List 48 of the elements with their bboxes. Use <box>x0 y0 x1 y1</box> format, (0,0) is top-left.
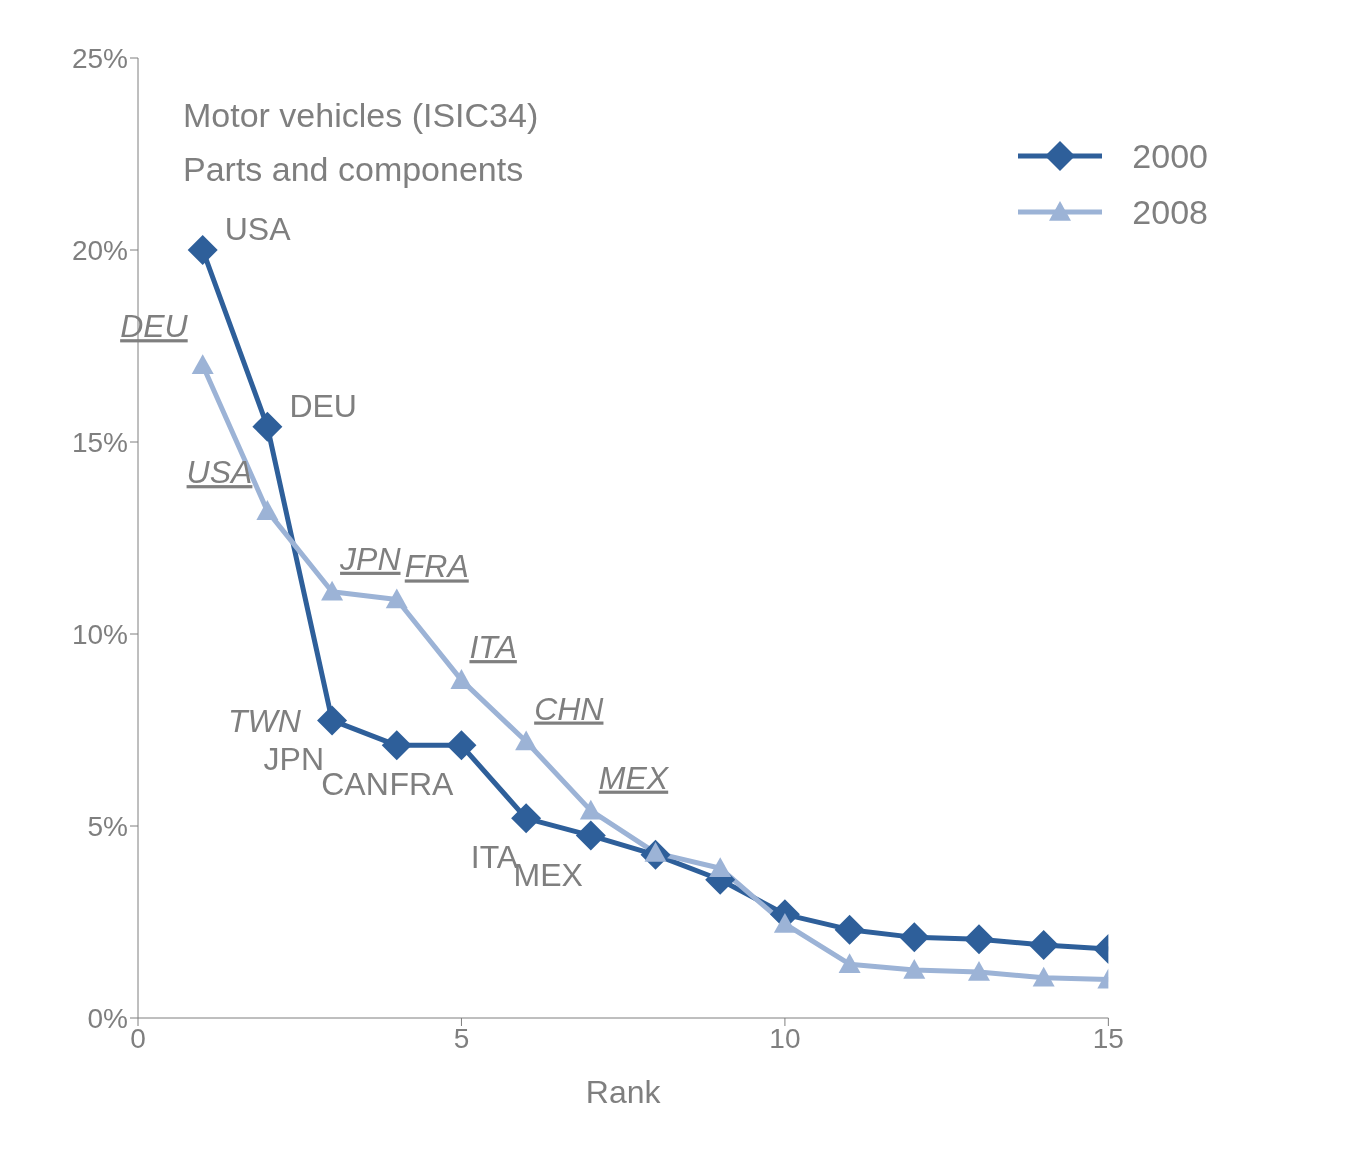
annotation: DEU <box>289 387 357 424</box>
point <box>317 705 348 736</box>
point <box>256 500 279 520</box>
y-tick-label: 0% <box>87 1002 128 1034</box>
point <box>450 669 473 689</box>
text: Parts and components <box>183 149 525 190</box>
x-tick-label: 15 <box>1092 1022 1124 1054</box>
x-axis-title: Rank <box>585 1074 662 1110</box>
annotation: TWN <box>228 703 301 740</box>
y-tick-label: 10% <box>71 618 128 650</box>
point <box>838 953 861 974</box>
point <box>963 924 994 955</box>
y-tick-label: 15% <box>71 426 128 458</box>
annotation: ITA <box>469 629 517 666</box>
point <box>834 914 865 945</box>
y-tick-label: 5% <box>87 810 128 842</box>
y-tick-label: 25% <box>71 42 128 74</box>
point <box>1032 966 1055 987</box>
point <box>903 959 926 979</box>
point <box>321 580 344 601</box>
point <box>187 235 218 265</box>
point <box>899 922 930 953</box>
point <box>511 803 542 834</box>
point <box>575 820 606 851</box>
legend-label: 2000 <box>1132 136 1208 176</box>
annotation: USA <box>224 211 292 247</box>
annotation: CHN <box>534 690 605 727</box>
point <box>381 730 412 761</box>
point <box>709 857 732 878</box>
point <box>252 411 283 442</box>
annotation: FRA <box>404 548 469 585</box>
annotation: FRA <box>389 766 455 803</box>
point <box>579 799 602 820</box>
point <box>967 960 990 981</box>
point <box>385 588 408 609</box>
y-tick-label: 20% <box>71 234 128 266</box>
legend-label: 2008 <box>1132 192 1208 232</box>
x-tick-label: 10 <box>769 1022 801 1054</box>
x-tick-label: 5 <box>453 1022 470 1054</box>
point <box>1028 930 1059 961</box>
point <box>515 730 538 751</box>
point <box>191 354 214 374</box>
annotation: JPN <box>339 540 402 577</box>
annotation: MEX <box>598 759 670 796</box>
point <box>446 730 477 761</box>
x-tick-label: 0 <box>130 1022 146 1054</box>
annotation: DEU <box>120 308 189 345</box>
text: Motor vehicles (ISIC34) <box>183 95 539 136</box>
